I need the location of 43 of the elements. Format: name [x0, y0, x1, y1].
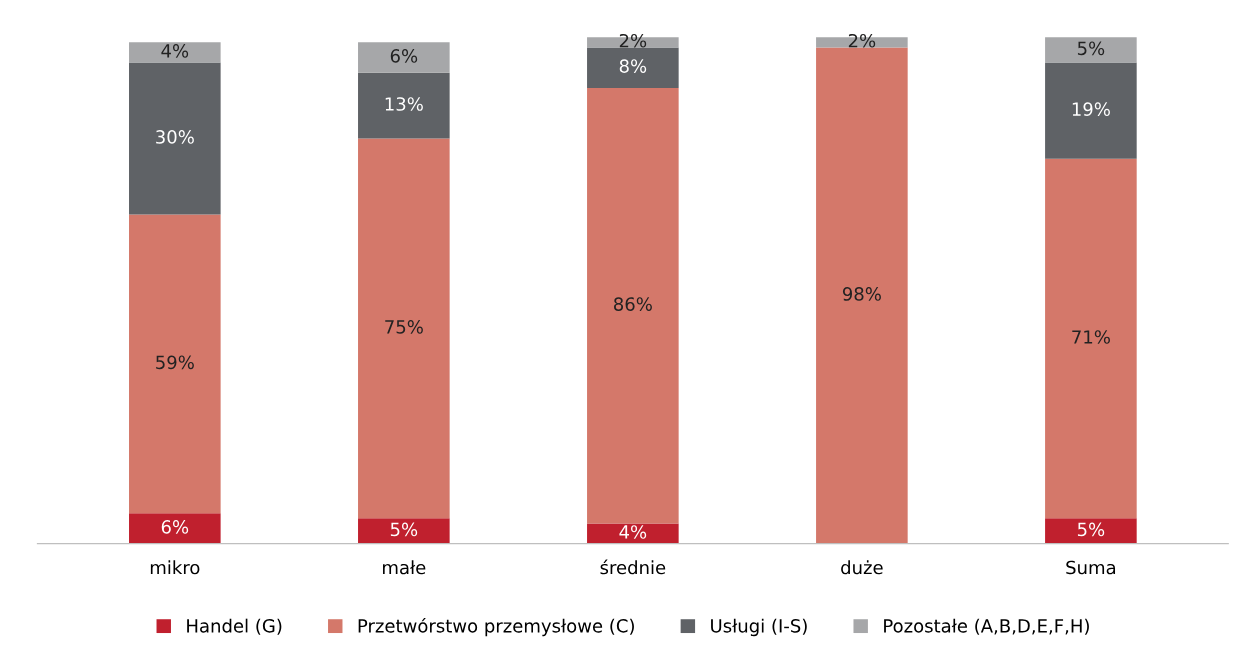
bar — [1045, 62, 1137, 159]
data-label: 2% — [619, 33, 647, 48]
data-label: 4% — [161, 44, 189, 58]
data-label: 6% — [161, 520, 189, 534]
bar — [358, 518, 450, 544]
data-label: 4% — [619, 525, 647, 539]
bar — [358, 138, 450, 519]
x-tick-label: duże — [841, 560, 883, 575]
data-label: 5% — [390, 522, 418, 537]
data-label: 59% — [156, 355, 194, 370]
bar — [358, 72, 450, 139]
bar — [129, 513, 221, 544]
legend-label: Usługi (I-S) — [711, 618, 807, 637]
legend-label: Handel (G) — [187, 618, 282, 635]
bar — [587, 47, 679, 88]
data-label: 98% — [842, 287, 881, 301]
legend-label: Przetwórstwo przemysłowe (C) — [358, 617, 634, 637]
bar — [129, 214, 221, 514]
data-label: 13% — [385, 97, 423, 111]
x-tick-label: mikro — [150, 560, 200, 575]
bar — [587, 523, 679, 544]
data-label: 6% — [390, 49, 418, 63]
bar — [129, 62, 221, 215]
bar — [816, 47, 908, 544]
x-tick-label: średnie — [600, 559, 666, 575]
legend-label: Pozostałe (A,B,D,E,F,H) — [884, 618, 1089, 635]
bar — [1045, 37, 1137, 63]
data-label: 2% — [848, 33, 876, 48]
bar — [587, 87, 679, 524]
bar — [129, 42, 221, 63]
data-label: 75% — [385, 320, 423, 334]
data-label: 71% — [1072, 330, 1110, 344]
data-label: 86% — [614, 297, 652, 311]
x-tick-label: Suma — [1066, 560, 1116, 575]
bar — [1045, 518, 1137, 544]
data-label: 30% — [156, 130, 194, 144]
data-label: 19% — [1072, 102, 1110, 116]
data-label: 5% — [1077, 522, 1105, 537]
x-tick-label: małe — [383, 560, 426, 575]
bar — [358, 42, 450, 73]
data-label: 5% — [1077, 41, 1105, 56]
bar — [1045, 158, 1137, 519]
data-label: 8% — [619, 59, 647, 73]
